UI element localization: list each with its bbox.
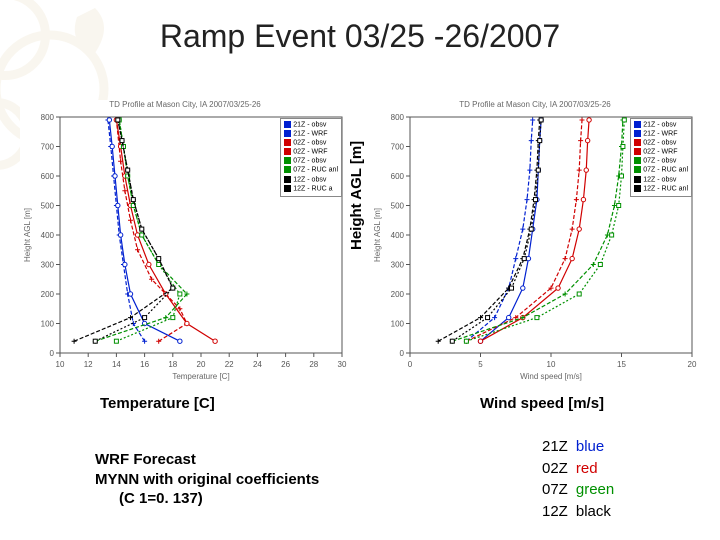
windspeed-profile-chart: TD Profile at Mason City, IA 2007/03/25-… <box>370 100 700 380</box>
svg-text:14: 14 <box>112 360 121 369</box>
svg-text:600: 600 <box>41 172 55 181</box>
svg-text:400: 400 <box>41 231 55 240</box>
svg-text:Temperature [C]: Temperature [C] <box>172 372 229 381</box>
svg-text:500: 500 <box>41 202 55 211</box>
svg-text:30: 30 <box>338 360 347 369</box>
svg-text:15: 15 <box>617 360 626 369</box>
svg-text:700: 700 <box>391 143 405 152</box>
svg-text:200: 200 <box>41 290 55 299</box>
svg-text:600: 600 <box>391 172 405 181</box>
svg-text:0: 0 <box>50 349 55 358</box>
svg-text:800: 800 <box>391 113 405 122</box>
svg-text:300: 300 <box>41 261 55 270</box>
slide-title: Ramp Event 03/25 -26/2007 <box>0 18 720 55</box>
chart-right-title: TD Profile at Mason City, IA 2007/03/25-… <box>370 100 700 109</box>
key-time: 07Z <box>542 480 574 500</box>
svg-text:300: 300 <box>391 261 405 270</box>
key-color: blue <box>576 437 620 457</box>
svg-text:20: 20 <box>688 360 697 369</box>
chart-left-title: TD Profile at Mason City, IA 2007/03/25-… <box>20 100 350 109</box>
key-time: 02Z <box>542 459 574 479</box>
forecast-caption: WRF Forecast MYNN with original coeffici… <box>95 450 319 509</box>
svg-text:100: 100 <box>41 320 55 329</box>
svg-text:26: 26 <box>281 360 290 369</box>
forecast-line3: (C 1=0. 137) <box>95 489 319 509</box>
temperature-profile-chart: TD Profile at Mason City, IA 2007/03/25-… <box>20 100 350 380</box>
key-time: 12Z <box>542 502 574 522</box>
svg-text:100: 100 <box>391 320 405 329</box>
key-color: green <box>576 480 620 500</box>
svg-text:16: 16 <box>140 360 149 369</box>
svg-text:500: 500 <box>391 202 405 211</box>
svg-text:700: 700 <box>41 143 55 152</box>
key-color: red <box>576 459 620 479</box>
svg-text:20: 20 <box>197 360 206 369</box>
forecast-line1: WRF Forecast <box>95 450 319 470</box>
svg-text:12: 12 <box>84 360 93 369</box>
svg-text:800: 800 <box>41 113 55 122</box>
chart-right-legend: 21Z - obsv21Z - WRF02Z - obsv02Z - WRF07… <box>630 118 692 197</box>
svg-text:5: 5 <box>478 360 483 369</box>
left-x-axis-label: Temperature [C] <box>100 395 215 412</box>
chart-left-legend: 21Z - obsv21Z - WRF02Z - obsv02Z - WRF07… <box>280 118 342 197</box>
svg-text:18: 18 <box>168 360 177 369</box>
svg-text:0: 0 <box>408 360 413 369</box>
svg-text:Height AGL [m]: Height AGL [m] <box>373 208 382 262</box>
svg-text:28: 28 <box>309 360 318 369</box>
svg-text:22: 22 <box>225 360 234 369</box>
key-color: black <box>576 502 620 522</box>
svg-text:Height AGL [m]: Height AGL [m] <box>23 208 32 262</box>
svg-text:400: 400 <box>391 231 405 240</box>
svg-text:10: 10 <box>547 360 556 369</box>
svg-text:0: 0 <box>400 349 405 358</box>
key-time: 21Z <box>542 437 574 457</box>
svg-text:200: 200 <box>391 290 405 299</box>
right-x-axis-label: Wind speed [m/s] <box>480 395 604 412</box>
forecast-line2: MYNN with original coefficients <box>95 470 319 490</box>
svg-text:24: 24 <box>253 360 262 369</box>
svg-text:Wind speed [m/s]: Wind speed [m/s] <box>520 372 582 381</box>
color-key: 21Zblue02Zred07Zgreen12Zblack <box>540 435 622 523</box>
svg-text:10: 10 <box>56 360 65 369</box>
y-axis-label: Height AGL [m] <box>348 141 365 250</box>
